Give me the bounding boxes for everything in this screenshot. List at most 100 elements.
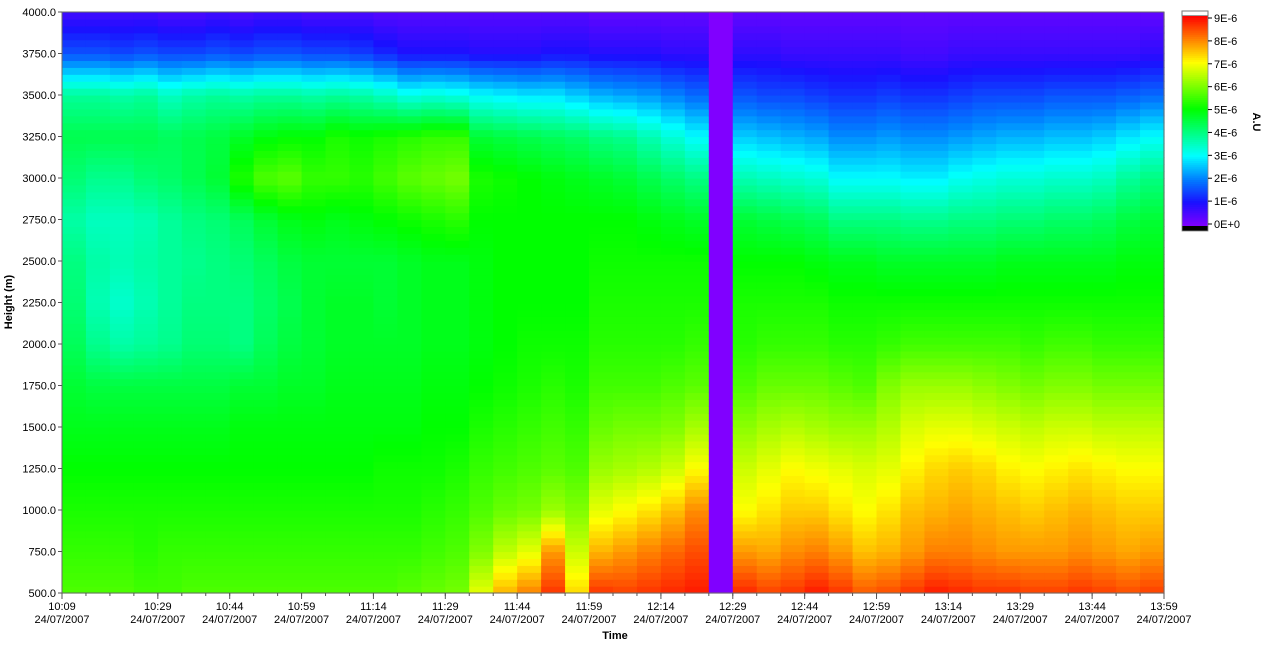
heatmap-cell (589, 178, 614, 186)
heatmap-cell (924, 88, 949, 96)
heatmap-cell (1044, 247, 1069, 255)
colorbar-band (1182, 185, 1208, 189)
heatmap-cell (1044, 316, 1069, 324)
heatmap-cell (493, 53, 518, 62)
heatmap-cell (804, 46, 830, 55)
heatmap-cell (301, 378, 327, 387)
heatmap-cell (253, 392, 279, 400)
heatmap-cell (828, 53, 854, 62)
heatmap-cell (756, 482, 782, 490)
heatmap-cell (373, 164, 398, 172)
heatmap-cell (684, 496, 710, 504)
heatmap-cell (181, 60, 207, 68)
heatmap-cell (1092, 579, 1117, 587)
heatmap-cell (157, 357, 183, 366)
heatmap-cell (924, 489, 949, 497)
heatmap-cell (229, 413, 255, 421)
heatmap-cell (756, 551, 782, 560)
heatmap-cell (804, 247, 830, 255)
heatmap-cell (828, 150, 854, 158)
heatmap-cell (636, 406, 662, 414)
heatmap-cell (852, 281, 878, 290)
heatmap-cell (924, 226, 949, 234)
heatmap-cell (493, 60, 518, 68)
heatmap-column (133, 12, 159, 594)
heatmap-cell (660, 60, 686, 68)
heatmap-cell (493, 392, 518, 400)
heatmap-cell (972, 219, 997, 228)
heatmap-cell (708, 143, 734, 151)
heatmap-cell (85, 413, 111, 421)
heatmap-cell (756, 267, 782, 276)
heatmap-cell (613, 350, 638, 359)
heatmap-cell (301, 544, 327, 553)
colorbar-band (1182, 208, 1208, 212)
heatmap-cell (445, 25, 470, 34)
heatmap-cell (445, 323, 470, 331)
heatmap-cell (804, 316, 830, 324)
heatmap-cell (1068, 433, 1093, 442)
heatmap-cell (708, 136, 734, 145)
heatmap-cell (85, 572, 111, 580)
heatmap-cell (732, 440, 758, 449)
heatmap-cell (205, 392, 231, 400)
heatmap-cell (1020, 191, 1045, 200)
heatmap-cell (613, 482, 638, 490)
heatmap-cell (421, 565, 446, 573)
heatmap-cell (493, 537, 518, 546)
heatmap-cell (277, 191, 303, 200)
heatmap-cell (876, 46, 902, 55)
heatmap-cell (253, 205, 279, 214)
heatmap-cell (277, 323, 303, 331)
colorbar-band (1182, 40, 1208, 44)
heatmap-cell (157, 371, 183, 380)
heatmap-cell (972, 178, 997, 186)
heatmap-cell (373, 88, 398, 96)
heatmap-cell (732, 316, 758, 324)
heatmap-cell (708, 337, 734, 345)
heatmap-cell (565, 551, 590, 560)
heatmap-cell (85, 378, 111, 387)
heatmap-cell (541, 572, 566, 580)
heatmap-cell (1020, 309, 1045, 317)
heatmap-cell (1116, 39, 1141, 48)
heatmap-cell (972, 468, 997, 477)
heatmap-cell (1140, 309, 1165, 317)
heatmap-cell (1092, 420, 1117, 428)
heatmap-cell (1068, 330, 1093, 338)
colorbar-band (1182, 216, 1208, 219)
heatmap-cell (205, 309, 231, 317)
heatmap-cell (996, 67, 1021, 75)
heatmap-cell (253, 25, 279, 34)
heatmap-cell (732, 67, 758, 75)
heatmap-cell (1140, 392, 1165, 400)
heatmap-cell (133, 274, 159, 283)
heatmap-cell (517, 510, 542, 518)
heatmap-cell (756, 205, 782, 214)
heatmap-cell (1044, 274, 1069, 283)
heatmap-cell (493, 371, 518, 380)
heatmap-cell (397, 205, 422, 214)
heatmap-cell (852, 157, 878, 165)
heatmap-cell (1092, 371, 1117, 380)
heatmap-cell (133, 205, 159, 214)
heatmap-cell (708, 350, 734, 359)
heatmap-cell (804, 461, 830, 470)
heatmap-cell (565, 337, 590, 345)
heatmap-cell (373, 399, 398, 407)
colorbar-band (1182, 115, 1208, 118)
heatmap-cell (636, 489, 662, 497)
heatmap-cell (373, 496, 398, 504)
heatmap-cell (469, 392, 494, 400)
heatmap-cell (85, 350, 111, 359)
heatmap-cell (589, 399, 614, 407)
heatmap-cell (229, 565, 255, 573)
heatmap-cell (1044, 482, 1069, 490)
heatmap-cell (421, 150, 446, 158)
heatmap-cell (1020, 482, 1045, 490)
heatmap-cell (1116, 240, 1141, 248)
heatmap-cell (421, 489, 446, 497)
heatmap-cell (1140, 254, 1165, 262)
heatmap-cell (804, 489, 830, 497)
heatmap-cell (972, 288, 997, 297)
